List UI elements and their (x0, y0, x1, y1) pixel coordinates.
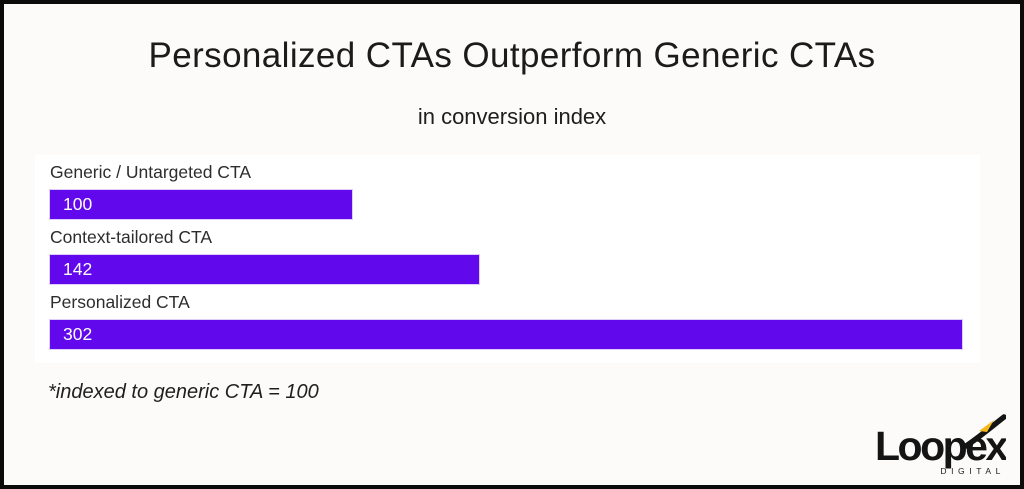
chart-footnote: *indexed to generic CTA = 100 (48, 381, 319, 403)
bar-category-label: Context-tailored CTA (50, 227, 213, 247)
bar-category-label: Personalized CTA (50, 292, 190, 312)
bar-row: Personalized CTA 302 (50, 292, 962, 349)
bar-category-label: Generic / Untargeted CTA (50, 162, 252, 182)
chart-subtitle: in conversion index (417, 104, 607, 129)
bar-value-label: 100 (63, 194, 93, 214)
bar: 302 (50, 320, 962, 349)
bar-row: Context-tailored CTA 142 (50, 227, 962, 284)
logo-wordmark-group: Loopex DIGITAL (876, 414, 1006, 476)
logo-swoosh (963, 414, 1006, 449)
loopex-logo: Loopex DIGITAL (876, 414, 1006, 478)
bar-value-label: 142 (63, 259, 93, 279)
bar: 142 (50, 255, 479, 284)
bar-value-label: 302 (63, 324, 93, 344)
chart-title: Personalized CTAs Outperform Generic CTA… (148, 36, 876, 75)
bar: 100 (50, 190, 352, 219)
logo-tagline-text: DIGITAL (940, 466, 1005, 476)
logo-accent-triangle-icon (979, 420, 994, 432)
bar-chart: Generic / Untargeted CTA 100 Context-tailo… (50, 162, 962, 349)
chart-panel: Generic / Untargeted CTA 100 Context-tailo… (35, 155, 980, 363)
bar-row: Generic / Untargeted CTA 100 (50, 162, 962, 219)
